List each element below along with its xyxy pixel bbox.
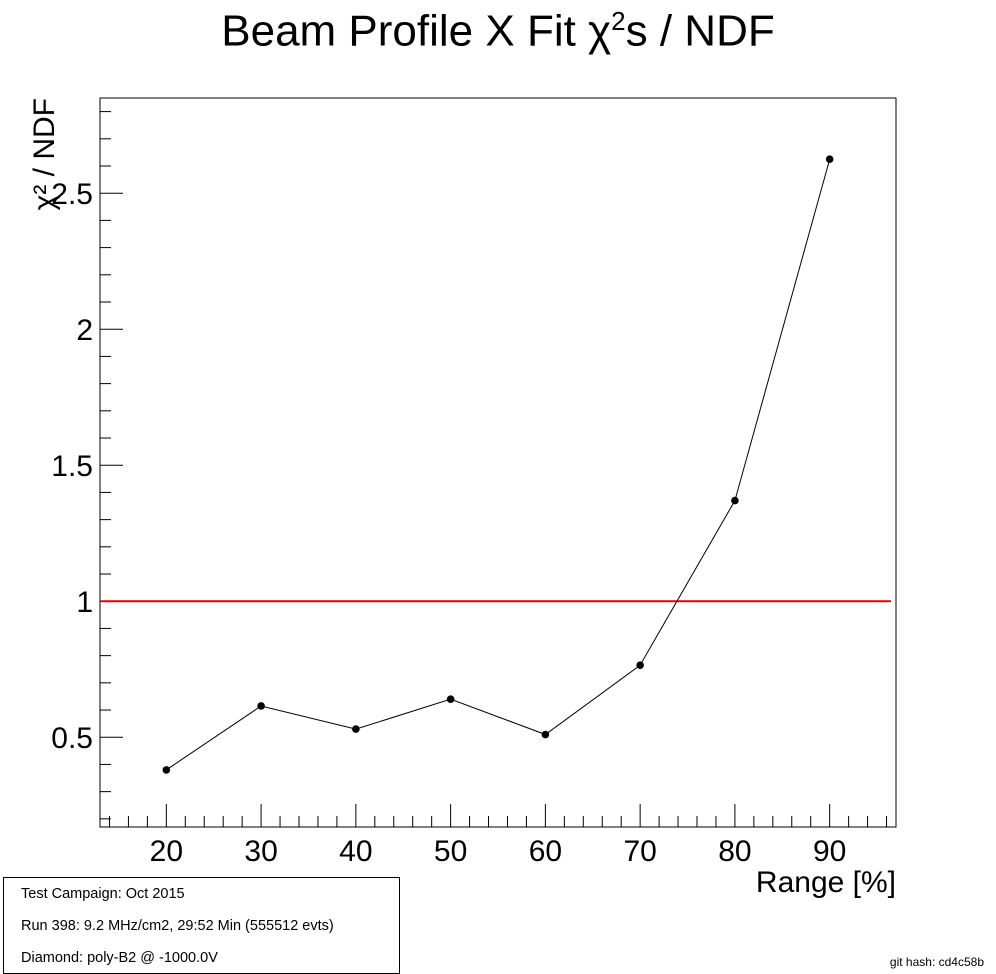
data-point [352, 725, 360, 733]
x-tick-label: 20 [150, 835, 183, 868]
y-tick-label: 2 [76, 314, 93, 347]
y-tick-label: 2.5 [51, 178, 93, 211]
data-point [257, 702, 265, 710]
y-tick-label: 1 [76, 586, 93, 619]
x-tick-label: 90 [813, 835, 846, 868]
info-run: Run 398: 9.2 MHz/cm2, 29:52 Min (555512 … [21, 918, 334, 934]
run-info-box: Test Campaign: Oct 2015 Run 398: 9.2 MHz… [3, 877, 400, 974]
data-point [541, 730, 550, 739]
x-tick-label: 40 [339, 835, 372, 868]
data-point [825, 155, 834, 164]
chart-title: Beam Profile X Fit χ2s / NDF [0, 6, 996, 57]
chart-title-sup: 2 [611, 6, 626, 36]
chart-title-suffix: s / NDF [625, 6, 775, 56]
chart-title-prefix: Beam Profile X Fit χ [221, 6, 612, 56]
data-point [162, 766, 171, 774]
data-point [731, 496, 739, 505]
y-tick-label: 1.5 [51, 450, 93, 483]
git-hash: git hash: cd4c58b [889, 955, 984, 969]
x-axis-title: Range [%] [756, 866, 896, 899]
info-diamond: Diamond: poly-B2 @ -1000.0V [21, 950, 218, 966]
x-tick-label: 60 [529, 835, 562, 868]
data-point [446, 695, 455, 703]
y-tick-label: 0.5 [51, 722, 93, 755]
x-tick-label: 70 [623, 835, 656, 868]
data-point [636, 661, 644, 669]
x-tick-label: 80 [718, 835, 751, 868]
x-tick-label: 30 [244, 835, 277, 868]
info-campaign: Test Campaign: Oct 2015 [21, 886, 185, 902]
x-tick-label: 50 [434, 835, 467, 868]
series-line [166, 159, 831, 771]
y-axis-title: χ² / NDF [28, 98, 61, 210]
plot-frame [99, 97, 897, 828]
